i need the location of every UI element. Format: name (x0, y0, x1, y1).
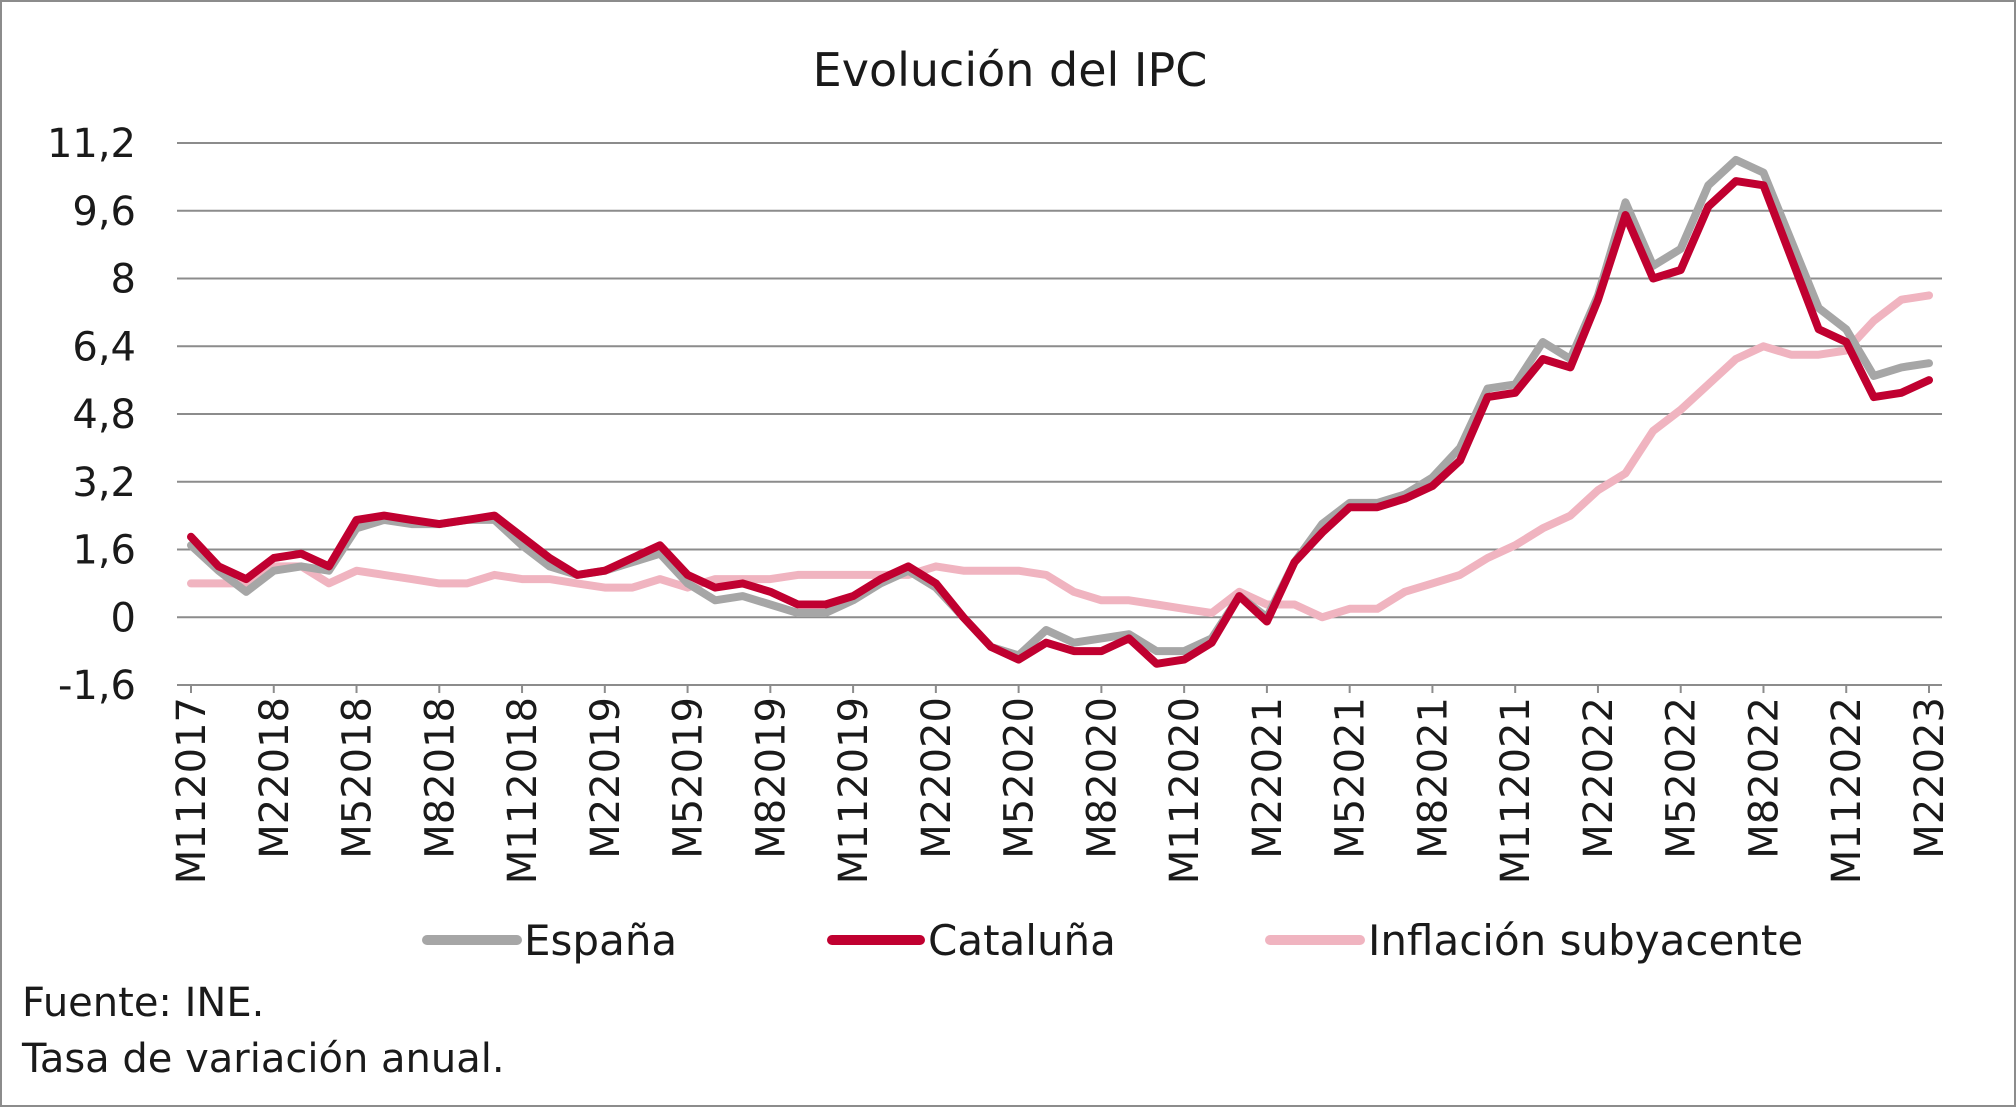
legend-label: España (524, 916, 677, 965)
source-note: Fuente: INE. (22, 980, 265, 1026)
x-tick-label: M52022 (1659, 697, 1705, 859)
x-tick-label: M22020 (914, 697, 960, 859)
series-line-cataluna (187, 177, 1933, 668)
x-tick-label: M22023 (1907, 697, 1953, 859)
x-tick-label: M52018 (335, 697, 381, 859)
x-tick-label: M112022 (1824, 697, 1870, 884)
x-tick-label: M112018 (500, 697, 546, 884)
y-tick-label: 8 (111, 257, 136, 303)
x-tick-label: M82018 (417, 697, 463, 859)
x-tick-label: M82019 (748, 697, 794, 859)
y-tick-label: 6,4 (72, 324, 136, 370)
x-tick-label: M112021 (1493, 697, 1539, 884)
description-note: Tasa de variación anual. (22, 1036, 505, 1082)
x-axis-ticks: M112017 M22018 M52018 M82018 M112018 M22019 M5… (169, 685, 1953, 884)
x-tick-label: M112019 (831, 697, 877, 884)
x-tick-label: M112020 (1162, 697, 1208, 884)
x-tick-label: M22021 (1245, 697, 1291, 859)
y-tick-label: 3,2 (72, 460, 136, 506)
x-tick-label: M52020 (997, 697, 1043, 859)
y-tick-label: 0 (111, 595, 136, 641)
gridlines (177, 142, 1942, 686)
legend-label: Inflación subyacente (1368, 916, 1803, 965)
y-tick-label: 9,6 (72, 189, 136, 235)
x-tick-label: M22019 (583, 697, 629, 859)
legend-label: Cataluña (928, 916, 1116, 965)
y-axis-ticks: 11,2 9,6 8 6,4 4,8 3,2 1,6 0 -1,6 (47, 121, 136, 709)
x-tick-label: M82021 (1410, 697, 1456, 859)
chart-title: Evolución del IPC (813, 43, 1208, 97)
x-tick-label: M22018 (252, 697, 298, 859)
series-line-inflacion-subyacente (187, 291, 1933, 622)
y-tick-label: 4,8 (72, 392, 136, 438)
x-tick-label: M22022 (1576, 697, 1622, 859)
legend: España Cataluña Inflación subyacente (422, 916, 1803, 965)
x-tick-label: M52019 (666, 697, 712, 859)
x-tick-label: M52021 (1328, 697, 1374, 859)
y-tick-label: -1,6 (58, 663, 136, 709)
y-tick-label: 1,6 (72, 528, 136, 574)
x-tick-label: M82022 (1741, 697, 1787, 859)
x-tick-label: M82020 (1079, 697, 1125, 859)
series-lines (187, 155, 1933, 668)
x-tick-label: M112017 (169, 697, 215, 884)
y-tick-label: 11,2 (47, 121, 136, 167)
